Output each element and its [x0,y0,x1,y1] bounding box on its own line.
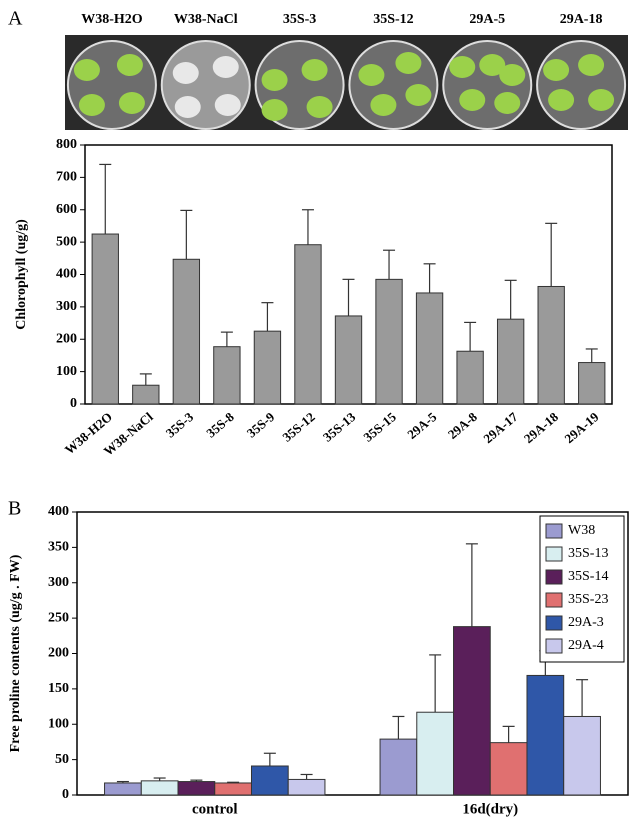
petri-dish [537,41,625,129]
y-tick-label: 700 [56,170,77,185]
photo-label: 29A-5 [469,12,505,27]
y-axis-label: Chlorophyll (ug/g) [14,219,29,330]
leaf [262,99,288,121]
bar [457,351,483,404]
bar [215,783,252,795]
photo-label: W38-NaCl [174,12,238,27]
leaf [117,54,143,76]
x-tick-label: 16d(dry) [462,801,518,817]
y-tick-label: 200 [48,646,69,661]
legend-swatch [546,593,562,607]
bar [254,331,280,404]
y-tick-label: 150 [48,681,69,696]
leaf [358,64,384,86]
leaf [548,89,574,111]
legend-swatch [546,616,562,630]
leaf [395,52,421,74]
leaf [74,59,100,81]
leaf [370,94,396,116]
y-tick-label: 100 [56,364,77,379]
photo-label: 35S-12 [373,12,413,27]
bar [214,347,240,404]
legend-label: 35S-23 [568,592,608,607]
y-axis-label: Free proline contents (ug/g . FW) [8,554,23,752]
leaf [79,94,105,116]
photo-label: W38-H2O [81,12,143,27]
figure: A B W38-H2O W38-NaCl 35S-3 35S-12 29A-5 29A-1… [0,0,641,820]
leaf [262,69,288,91]
y-tick-label: 800 [56,137,77,152]
leaf [213,56,239,78]
bar [288,779,325,795]
y-tick-label: 50 [55,752,69,767]
petri-dish [162,41,250,129]
bar [251,766,288,795]
leaf [499,64,525,86]
legend-label: W38 [568,523,595,538]
leaf [119,92,145,114]
panel-label: A [8,8,23,30]
bar [376,279,402,404]
petri-dish [443,41,531,129]
leaf [578,54,604,76]
photo-strip [65,35,628,130]
leaf [307,96,333,118]
leaf [494,92,520,114]
legend-swatch [546,524,562,538]
y-tick-label: 300 [48,575,69,590]
bar [141,781,178,795]
bar [178,782,215,795]
bar [416,293,442,404]
leaf [215,94,241,116]
bar [133,385,159,404]
bar [497,319,523,404]
leaf [175,96,201,118]
y-tick-label: 0 [62,787,69,802]
bar [295,245,321,404]
bar [490,743,527,795]
photo-label: 29A-18 [560,12,603,27]
legend-swatch [546,547,562,561]
y-tick-label: 400 [48,504,69,519]
leaf [459,89,485,111]
leaf [405,84,431,106]
y-tick-label: 400 [56,267,77,282]
photo-label: 35S-3 [283,12,316,27]
leaf [173,62,199,84]
bar [527,675,564,795]
legend-label: 29A-3 [568,615,604,630]
y-tick-label: 350 [48,540,69,555]
bar [173,259,199,404]
x-tick-label: control [192,801,238,817]
bar [92,234,118,404]
bar [579,363,605,404]
bar [105,783,142,795]
legend-label: 29A-4 [568,638,604,653]
bar [454,627,491,795]
leaf [543,59,569,81]
legend-label: 35S-14 [568,569,608,584]
y-tick-label: 200 [56,331,77,346]
y-tick-label: 100 [48,716,69,731]
bar [417,712,454,795]
bar [335,316,361,404]
legend-swatch [546,570,562,584]
y-tick-label: 0 [70,396,77,411]
petri-dish [68,41,156,129]
y-tick-label: 500 [56,234,77,249]
y-tick-label: 250 [48,610,69,625]
y-tick-label: 600 [56,202,77,217]
y-tick-label: 300 [56,299,77,314]
petri-dish [349,41,437,129]
leaf [449,56,475,78]
bar [380,739,417,795]
leaf [588,89,614,111]
panel-label: B [8,498,21,520]
legend-swatch [546,639,562,653]
bar [564,716,601,795]
legend-label: 35S-13 [568,546,608,561]
bar [538,286,564,404]
leaf [302,59,328,81]
